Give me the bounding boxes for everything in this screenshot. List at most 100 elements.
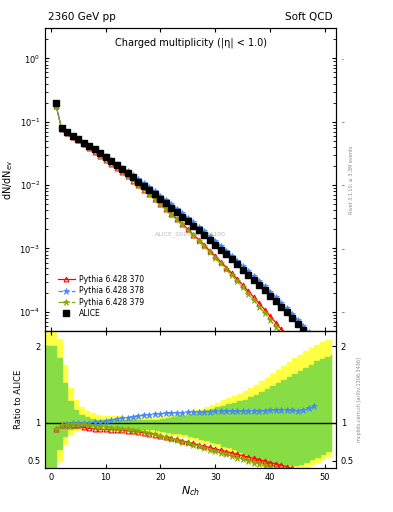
Pythia 6.428 378 [136, 176, 141, 182]
Pythia 6.428 379 [185, 227, 190, 233]
Line: Pythia 6.428 378: Pythia 6.428 378 [53, 102, 318, 342]
Text: ALICE_2010_S8624100: ALICE_2010_S8624100 [155, 231, 226, 237]
ALICE [306, 333, 311, 339]
ALICE [152, 191, 157, 198]
ALICE [174, 209, 179, 215]
Pythia 6.428 378 [54, 103, 59, 109]
Pythia 6.428 370 [59, 126, 64, 132]
Pythia 6.428 378 [92, 146, 97, 153]
ALICE [224, 251, 229, 258]
Pythia 6.428 370 [119, 169, 124, 175]
Pythia 6.428 378 [273, 294, 278, 300]
Pythia 6.428 378 [180, 210, 185, 216]
Pythia 6.428 370 [290, 340, 294, 346]
Line: Pythia 6.428 379: Pythia 6.428 379 [53, 102, 318, 387]
Pythia 6.428 379 [224, 266, 229, 272]
Line: ALICE: ALICE [53, 100, 317, 346]
Pythia 6.428 379 [65, 130, 70, 136]
Pythia 6.428 370 [109, 160, 114, 166]
Pythia 6.428 378 [262, 283, 267, 289]
ALICE [295, 321, 300, 327]
Pythia 6.428 370 [87, 145, 92, 151]
Pythia 6.428 379 [268, 317, 272, 323]
Pythia 6.428 378 [125, 168, 130, 175]
Pythia 6.428 370 [81, 141, 86, 147]
Pythia 6.428 379 [169, 211, 174, 217]
ALICE [273, 298, 278, 304]
ALICE [191, 223, 196, 229]
Pythia 6.428 370 [268, 313, 272, 319]
Pythia 6.428 379 [208, 249, 212, 255]
Pythia 6.428 370 [174, 216, 179, 222]
ALICE [141, 183, 146, 189]
ALICE [114, 162, 119, 168]
ALICE [76, 136, 81, 142]
Pythia 6.428 370 [213, 253, 218, 260]
ALICE [59, 125, 64, 131]
Pythia 6.428 379 [92, 148, 97, 154]
ALICE [92, 146, 97, 153]
Pythia 6.428 378 [81, 139, 86, 145]
ALICE [312, 340, 316, 346]
Pythia 6.428 370 [202, 242, 207, 248]
Pythia 6.428 378 [103, 154, 108, 160]
Pythia 6.428 370 [262, 307, 267, 313]
Y-axis label: Rivet 3.1.10; ≥ 3.3M events: Rivet 3.1.10; ≥ 3.3M events [349, 145, 354, 214]
Pythia 6.428 379 [202, 243, 207, 249]
ALICE [65, 129, 70, 135]
Pythia 6.428 370 [169, 211, 174, 217]
ALICE [279, 304, 283, 310]
Pythia 6.428 379 [230, 272, 234, 279]
Line: Pythia 6.428 370: Pythia 6.428 370 [54, 103, 316, 377]
Pythia 6.428 379 [257, 304, 262, 310]
Pythia 6.428 378 [147, 184, 152, 190]
ALICE [81, 139, 86, 145]
Pythia 6.428 370 [273, 319, 278, 326]
Pythia 6.428 379 [241, 284, 245, 290]
Pythia 6.428 370 [130, 178, 135, 184]
Pythia 6.428 370 [152, 196, 157, 202]
ALICE [262, 287, 267, 293]
Pythia 6.428 379 [163, 206, 168, 212]
Pythia 6.428 379 [87, 144, 92, 150]
Pythia 6.428 378 [87, 143, 92, 149]
X-axis label: $N_{ch}$: $N_{ch}$ [181, 484, 200, 498]
Pythia 6.428 370 [125, 173, 130, 179]
Pythia 6.428 379 [284, 338, 289, 345]
Pythia 6.428 379 [125, 173, 130, 179]
Pythia 6.428 370 [76, 137, 81, 143]
Pythia 6.428 378 [252, 273, 256, 279]
Pythia 6.428 378 [130, 172, 135, 178]
ALICE [136, 179, 141, 185]
Pythia 6.428 378 [76, 136, 81, 142]
Pythia 6.428 378 [306, 329, 311, 335]
Pythia 6.428 378 [235, 258, 240, 264]
ALICE [208, 237, 212, 243]
Pythia 6.428 379 [246, 291, 251, 297]
ALICE [98, 150, 103, 156]
ALICE [87, 143, 92, 149]
Pythia 6.428 378 [279, 300, 283, 306]
Pythia 6.428 378 [65, 130, 70, 136]
ALICE [235, 261, 240, 267]
Pythia 6.428 379 [103, 156, 108, 162]
Pythia 6.428 378 [191, 219, 196, 225]
Pythia 6.428 379 [136, 182, 141, 188]
Pythia 6.428 379 [81, 140, 86, 146]
Pythia 6.428 378 [114, 161, 119, 167]
ALICE [103, 154, 108, 160]
Pythia 6.428 378 [202, 228, 207, 234]
ALICE [163, 200, 168, 206]
ALICE [70, 133, 75, 139]
ALICE [54, 100, 59, 106]
Pythia 6.428 379 [130, 177, 135, 183]
Pythia 6.428 370 [54, 103, 59, 109]
ALICE [180, 214, 185, 220]
ALICE [252, 276, 256, 283]
Pythia 6.428 370 [114, 165, 119, 171]
Pythia 6.428 370 [92, 148, 97, 155]
ALICE [169, 204, 174, 210]
Y-axis label: Ratio to ALICE: Ratio to ALICE [14, 370, 23, 429]
Pythia 6.428 378 [152, 188, 157, 195]
Pythia 6.428 370 [147, 191, 152, 198]
